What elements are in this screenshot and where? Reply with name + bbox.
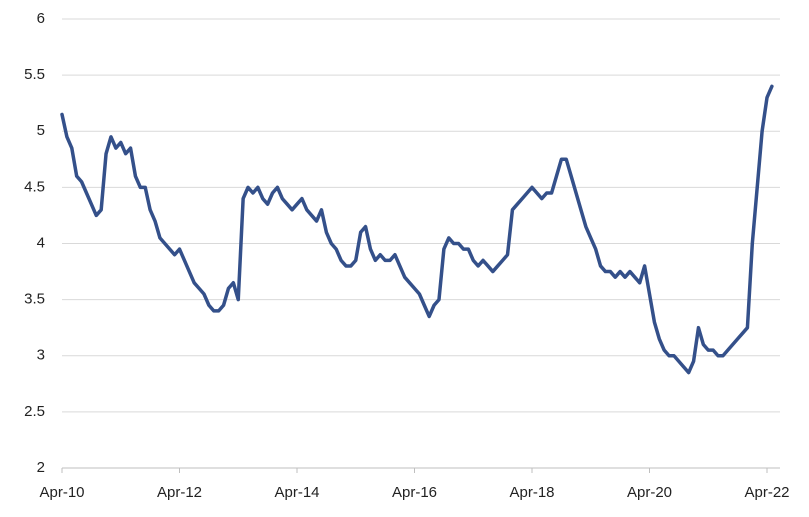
x-tick-label: Apr-16 xyxy=(392,484,437,501)
y-tick-label: 2.5 xyxy=(24,403,45,420)
y-tick-label: 6 xyxy=(37,10,45,27)
x-tick-label: Apr-22 xyxy=(744,484,789,501)
x-tick-label: Apr-12 xyxy=(157,484,202,501)
y-tick-label: 3 xyxy=(37,347,45,364)
x-tick-label: Apr-14 xyxy=(274,484,319,501)
y-tick-label: 5.5 xyxy=(24,66,45,83)
y-tick-label: 4 xyxy=(37,234,45,251)
y-tick-label: 5 xyxy=(37,122,45,139)
y-tick-label: 3.5 xyxy=(24,291,45,308)
x-tick-label: Apr-18 xyxy=(509,484,554,501)
data-line xyxy=(60,84,774,375)
x-tick-label: Apr-20 xyxy=(627,484,672,501)
y-tick-label: 4.5 xyxy=(24,178,45,195)
x-tick-label: Apr-10 xyxy=(39,484,84,501)
y-tick-label: 2 xyxy=(37,459,45,476)
